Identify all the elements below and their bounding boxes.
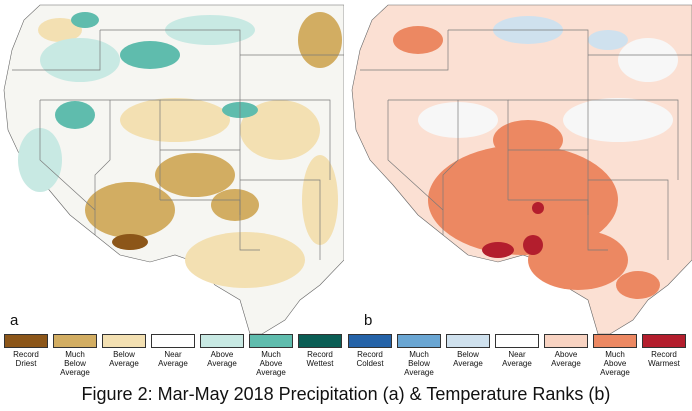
legend-swatch bbox=[593, 334, 637, 348]
legend-item-near-average: Near Average bbox=[495, 334, 539, 368]
legend-item-record-wettest: Record Wettest bbox=[298, 334, 342, 368]
legend-item-below-average: Below Average bbox=[446, 334, 490, 368]
anomaly-patch bbox=[71, 12, 99, 28]
legend-label: Below Average bbox=[109, 350, 139, 368]
temperature-map-svg bbox=[348, 0, 692, 334]
legend-label: Above Average bbox=[207, 350, 237, 368]
anomaly-patch bbox=[211, 189, 259, 221]
legend-label: Near Average bbox=[158, 350, 188, 368]
anomaly-patch bbox=[588, 30, 628, 50]
anomaly-patch bbox=[120, 41, 180, 69]
figure-caption: Figure 2: Mar-May 2018 Precipitation (a)… bbox=[81, 384, 611, 404]
anomaly-patch bbox=[120, 98, 230, 142]
legend-item-much-below-average: Much Below Average bbox=[397, 334, 441, 377]
legend-item-much-above-average: Much Above Average bbox=[593, 334, 637, 377]
legend-item-record-warmest: Record Warmest bbox=[642, 334, 686, 368]
legend-swatch bbox=[397, 334, 441, 348]
legend-item-much-below-average: Much Below Average bbox=[53, 334, 97, 377]
state-borders bbox=[12, 29, 344, 260]
precipitation-map bbox=[0, 0, 344, 334]
anomaly-patch bbox=[112, 234, 148, 250]
anomaly-patch bbox=[40, 38, 120, 82]
anomaly-patch bbox=[240, 100, 320, 160]
anomaly-patch bbox=[532, 202, 544, 214]
legend-swatch bbox=[544, 334, 588, 348]
legend-swatch bbox=[642, 334, 686, 348]
anomaly-patch bbox=[393, 26, 443, 54]
anomaly-patch bbox=[38, 18, 82, 42]
legend-label: Much Above Average bbox=[600, 350, 630, 377]
legend-swatch bbox=[200, 334, 244, 348]
legend-swatch bbox=[298, 334, 342, 348]
temperature-map bbox=[348, 0, 692, 334]
legend-swatch bbox=[446, 334, 490, 348]
legend-item-near-average: Near Average bbox=[151, 334, 195, 368]
legend-item-above-average: Above Average bbox=[200, 334, 244, 368]
legend-swatch bbox=[249, 334, 293, 348]
anomaly-patch bbox=[618, 38, 678, 82]
state-borders bbox=[360, 29, 692, 260]
legend-swatch bbox=[348, 334, 392, 348]
legend-label: Record Wettest bbox=[306, 350, 334, 368]
anomaly-patch bbox=[85, 182, 175, 238]
legend-item-record-coldest: Record Coldest bbox=[348, 334, 392, 368]
anomaly-patch bbox=[563, 98, 673, 142]
legend-item-below-average: Below Average bbox=[102, 334, 146, 368]
legend-label: Below Average bbox=[453, 350, 483, 368]
legend-label: Much Below Average bbox=[60, 350, 90, 377]
legend-label: Above Average bbox=[551, 350, 581, 368]
anomaly-patch bbox=[493, 120, 563, 160]
legend-swatch bbox=[53, 334, 97, 348]
legend-label: Record Coldest bbox=[356, 350, 384, 368]
legend-swatch bbox=[4, 334, 48, 348]
anomaly-patch bbox=[155, 153, 235, 197]
legend-label: Near Average bbox=[502, 350, 532, 368]
anomaly-patch bbox=[55, 101, 95, 129]
anomaly-patch bbox=[523, 235, 543, 255]
anomaly-patch bbox=[298, 12, 342, 68]
anomaly-patch bbox=[185, 232, 305, 288]
legend-item-record-driest: Record Driest bbox=[4, 334, 48, 368]
legend-label: Much Below Average bbox=[404, 350, 434, 377]
legend-label: Record Driest bbox=[13, 350, 39, 368]
anomaly-patch bbox=[528, 230, 628, 290]
legend-label: Much Above Average bbox=[256, 350, 286, 377]
precipitation-map-svg bbox=[0, 0, 344, 334]
panel-label-a: a bbox=[10, 312, 19, 329]
legend-label: Record Warmest bbox=[648, 350, 680, 368]
anomaly-patch bbox=[482, 242, 514, 258]
legend-swatch bbox=[495, 334, 539, 348]
anomaly-patch bbox=[616, 271, 660, 299]
legend-item-above-average: Above Average bbox=[544, 334, 588, 368]
panel-label-b: b bbox=[364, 312, 373, 329]
legend-swatch bbox=[102, 334, 146, 348]
legend-item-much-above-average: Much Above Average bbox=[249, 334, 293, 377]
legend-swatch bbox=[151, 334, 195, 348]
